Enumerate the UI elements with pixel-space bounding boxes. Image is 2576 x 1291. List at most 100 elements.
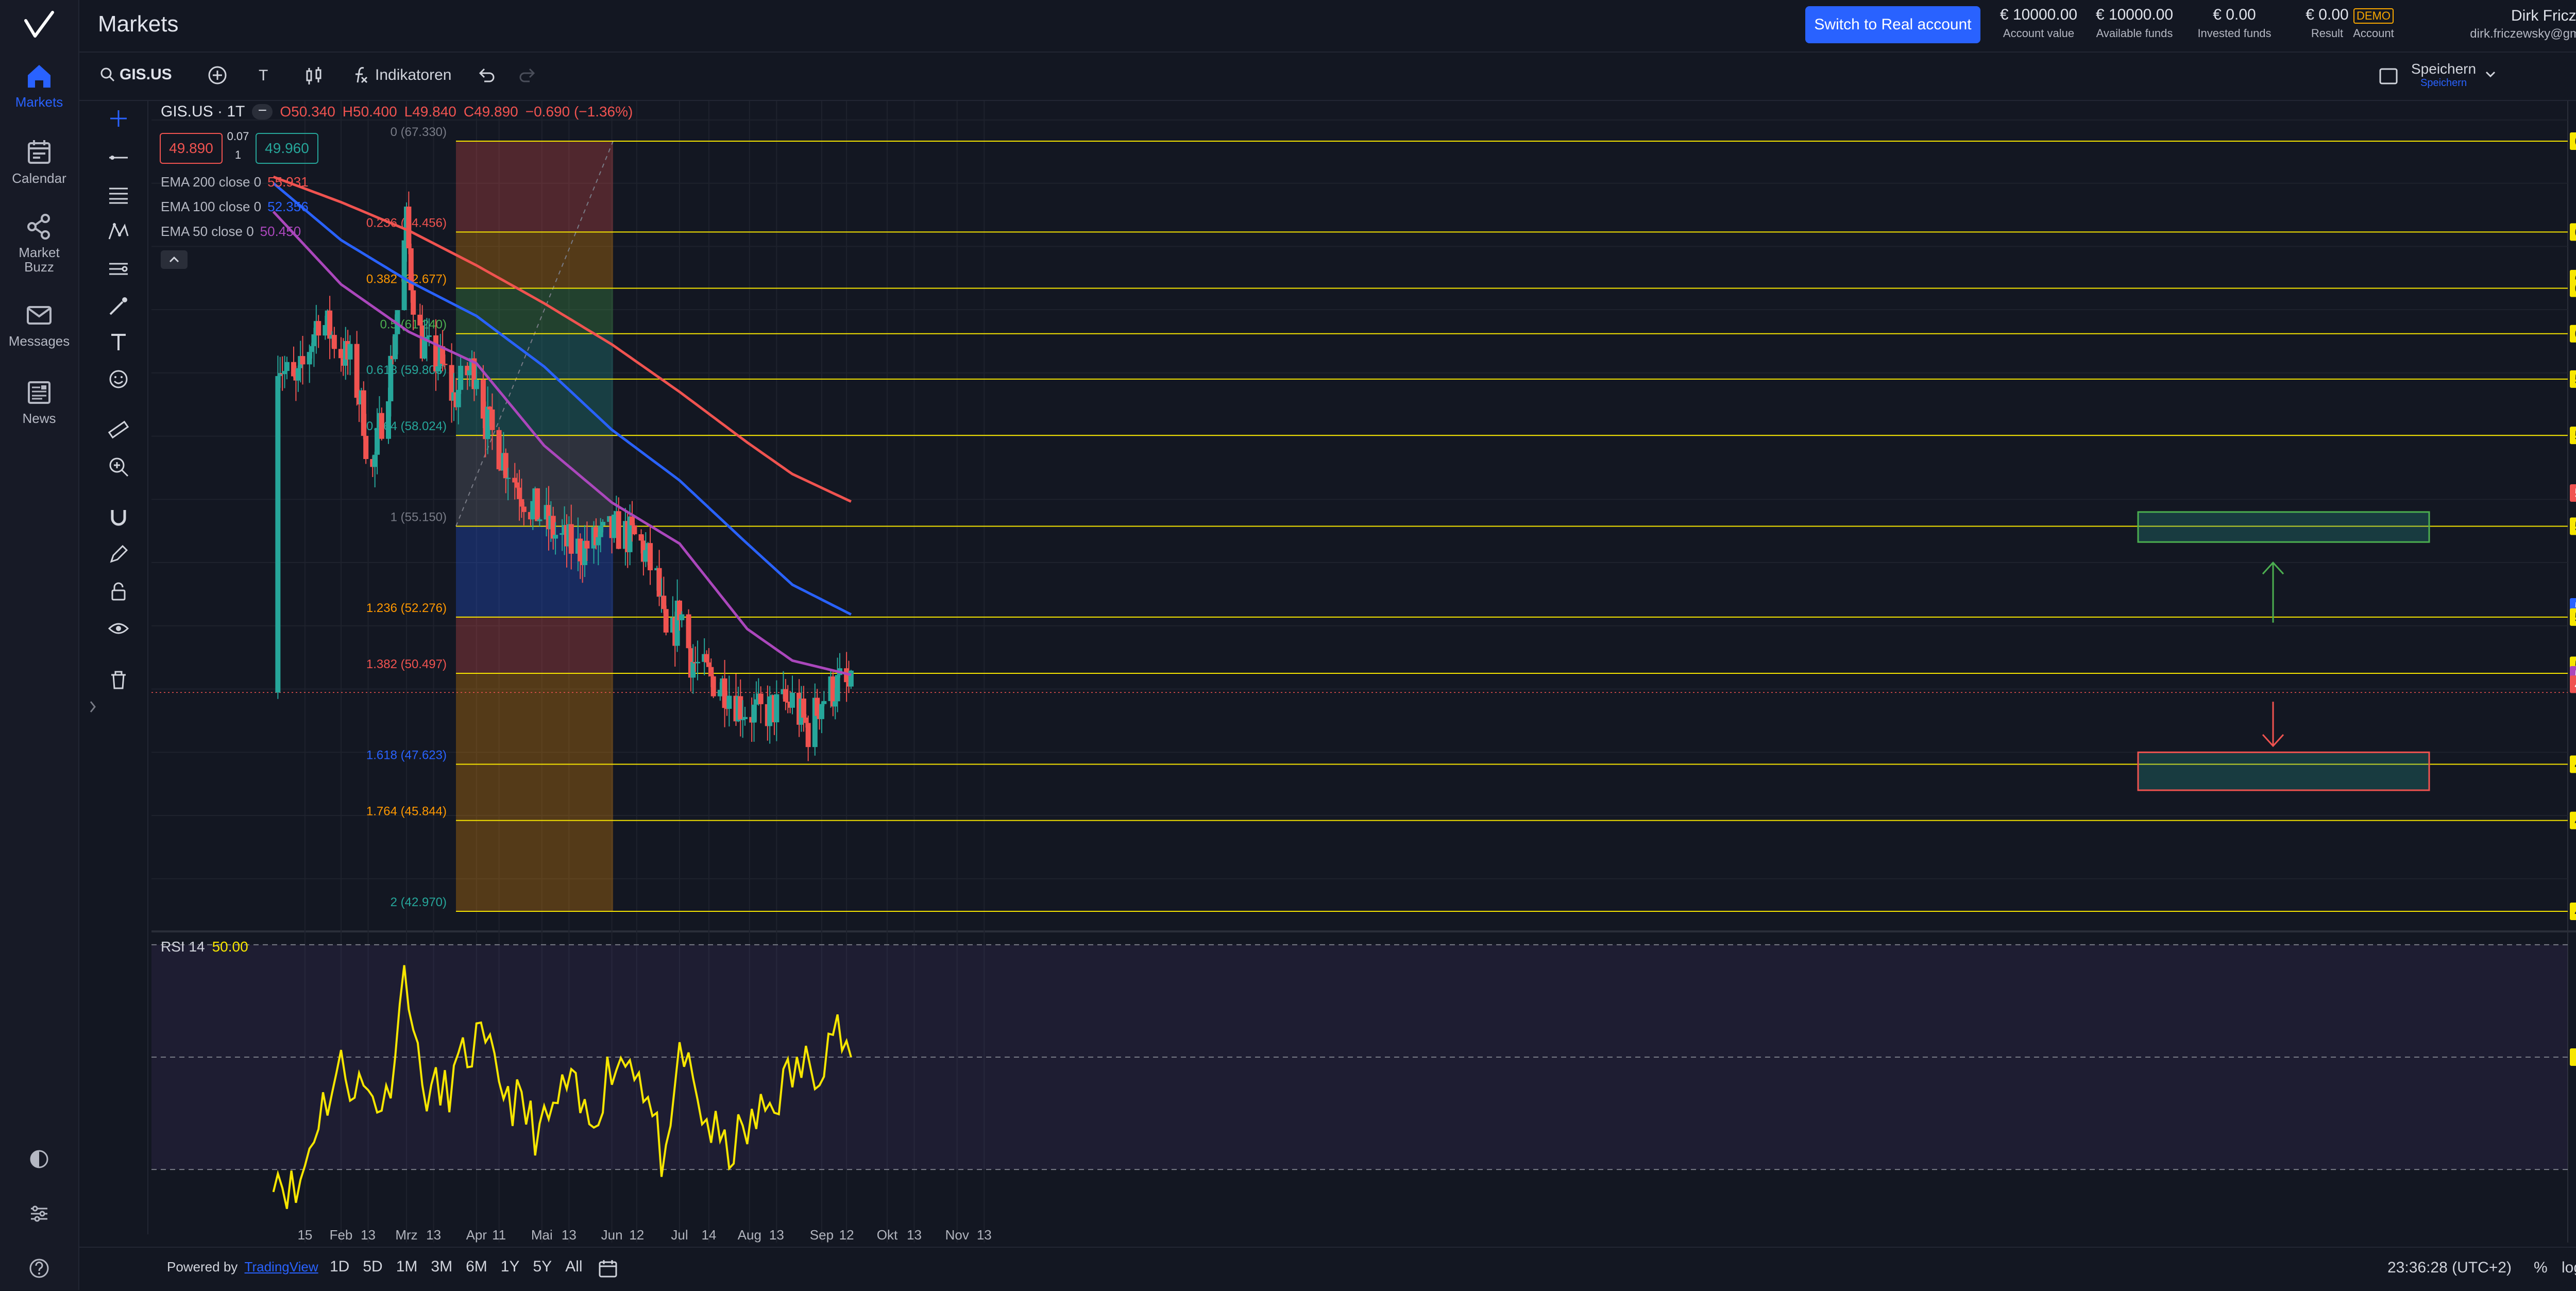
user-info[interactable]: Dirk Friczewsky dirk.friczewsky@gmail.co… <box>2424 7 2576 41</box>
percent-scale-toggle[interactable]: % <box>2534 1259 2548 1276</box>
ema-line-100[interactable] <box>273 182 852 616</box>
pattern-tool-icon[interactable] <box>100 219 137 244</box>
price-tag-box <box>2570 608 2576 626</box>
down-arrow-icon[interactable] <box>2262 702 2284 748</box>
candle-body <box>307 352 312 365</box>
rsi-label[interactable]: RSI 14 <box>161 939 205 955</box>
candle-body <box>627 516 633 552</box>
stat-label: Available funds <box>2096 27 2173 40</box>
fib-retracement-tool-icon[interactable] <box>100 182 137 207</box>
date-range-calendar-icon[interactable] <box>598 1258 618 1281</box>
candle-body <box>473 380 479 389</box>
range-button-1d[interactable]: 1D <box>330 1258 350 1275</box>
delete-trash-icon[interactable] <box>100 668 137 692</box>
compare-symbol-button[interactable] <box>207 65 228 88</box>
rsi-line[interactable] <box>272 965 852 1209</box>
save-menu-chevron-down-icon[interactable] <box>2484 68 2497 83</box>
candle-body <box>395 310 400 334</box>
range-button-1y[interactable]: 1Y <box>500 1258 520 1275</box>
account-stat-available-funds: € 10000.00 Available funds <box>2091 6 2178 40</box>
theme-toggle-icon[interactable] <box>0 1148 78 1175</box>
prediction-tool-icon[interactable] <box>100 257 137 281</box>
candle-body <box>519 499 524 507</box>
time-range-selector: 1D 5D 1M 3M 6M 1Y 5Y All <box>330 1258 583 1276</box>
candle-body <box>717 690 723 697</box>
clock[interactable]: 23:36:28 (UTC+2) <box>2387 1259 2512 1276</box>
buy-button[interactable]: 49.960 <box>256 133 318 164</box>
fib-zone-band <box>456 820 613 912</box>
legend-collapse-button[interactable]: − <box>252 103 273 120</box>
powered-by: Powered by TradingView <box>167 1259 318 1275</box>
log-scale-toggle[interactable]: log <box>2562 1259 2576 1276</box>
zoom-in-tool-icon[interactable] <box>100 454 137 479</box>
sell-button[interactable]: 49.890 <box>160 133 223 164</box>
ema-legend-row[interactable]: EMA 200 close 0 55.931 <box>161 174 309 199</box>
candle-body <box>584 540 590 549</box>
range-button-5y[interactable]: 5Y <box>533 1258 552 1275</box>
range-button-6m[interactable]: 6M <box>466 1258 487 1275</box>
range-button-1m[interactable]: 1M <box>396 1258 418 1275</box>
app-logo-icon[interactable] <box>24 10 55 42</box>
candle-body <box>767 696 773 726</box>
chart-type-button[interactable] <box>304 66 325 89</box>
account-stat-account-value: € 10000.00 Account value <box>1995 6 2082 40</box>
stat-label: Result <box>2311 27 2344 40</box>
range-button-5d[interactable]: 5D <box>363 1258 383 1275</box>
candle-body <box>537 519 543 521</box>
preferences-sliders-icon[interactable] <box>0 1202 78 1229</box>
interval-button[interactable]: T <box>259 67 268 84</box>
price-tag-label: 59.803 <box>2574 371 2576 387</box>
legend-symbol[interactable]: GIS.US · 1T <box>161 103 245 120</box>
symbol-search[interactable]: GIS.US <box>100 66 172 83</box>
candle-body <box>401 240 407 310</box>
brush-tool-icon[interactable] <box>100 294 137 318</box>
candle-body <box>790 692 795 708</box>
layout-checkbox-icon[interactable] <box>2378 66 2399 89</box>
undo-button[interactable] <box>477 67 496 88</box>
ema-line-200[interactable] <box>273 175 852 503</box>
hide-drawings-eye-icon[interactable] <box>100 616 137 641</box>
text-tool-icon[interactable] <box>100 330 137 354</box>
nav-item-messages[interactable]: Messages <box>0 301 78 348</box>
collapse-panel-chevron-right-icon[interactable] <box>88 700 98 717</box>
candle-body <box>815 698 820 716</box>
time-tick-label: Mai <box>531 1227 553 1243</box>
candle-body <box>833 701 838 707</box>
range-button-3m[interactable]: 3M <box>431 1258 453 1275</box>
lock-drawings-icon[interactable] <box>100 579 137 604</box>
magnet-tool-icon[interactable] <box>100 505 137 530</box>
legend-toggle-chevron-up-icon[interactable] <box>161 250 188 269</box>
redo-button[interactable] <box>518 67 537 88</box>
nav-item-market-buzz[interactable]: Market Buzz <box>0 212 78 274</box>
candle-body <box>347 344 353 360</box>
nav-item-calendar[interactable]: Calendar <box>0 138 78 185</box>
fib-zone-band <box>456 526 613 617</box>
take-profit-box[interactable] <box>2137 511 2430 543</box>
stay-in-drawing-mode-pencil-icon[interactable] <box>100 542 137 567</box>
nav-item-markets[interactable]: Markets <box>0 62 78 109</box>
stop-loss-box[interactable] <box>2137 751 2430 791</box>
nav-item-news[interactable]: News <box>0 378 78 426</box>
candle-body <box>471 358 477 389</box>
help-question-icon[interactable] <box>0 1257 78 1284</box>
candle-body <box>363 436 369 460</box>
crosshair-tool-icon[interactable] <box>100 106 137 131</box>
ema-line-50[interactable] <box>272 211 852 676</box>
trend-line-tool-icon[interactable] <box>100 145 137 170</box>
home-icon <box>28 65 50 88</box>
switch-to-real-account-button[interactable]: Switch to Real account <box>1805 6 1980 43</box>
ruler-tool-icon[interactable] <box>100 417 137 442</box>
ema-label: EMA 50 close 0 <box>161 224 254 239</box>
ema-legend-row[interactable]: EMA 50 close 0 50.450 <box>161 224 309 248</box>
candle-body <box>424 337 430 339</box>
up-arrow-icon[interactable] <box>2262 561 2284 623</box>
ema-legend-row[interactable]: EMA 100 close 0 52.356 <box>161 199 309 224</box>
emoji-tool-icon[interactable] <box>100 367 137 392</box>
time-tick-label: 13 <box>426 1227 441 1243</box>
tradingview-link[interactable]: TradingView <box>244 1259 318 1275</box>
save-button[interactable]: Speichern Speichern <box>2411 61 2476 89</box>
indicators-button[interactable]: Indikatoren <box>351 66 451 84</box>
range-button-all[interactable]: All <box>565 1258 583 1275</box>
time-tick-label: 11 <box>492 1227 506 1243</box>
